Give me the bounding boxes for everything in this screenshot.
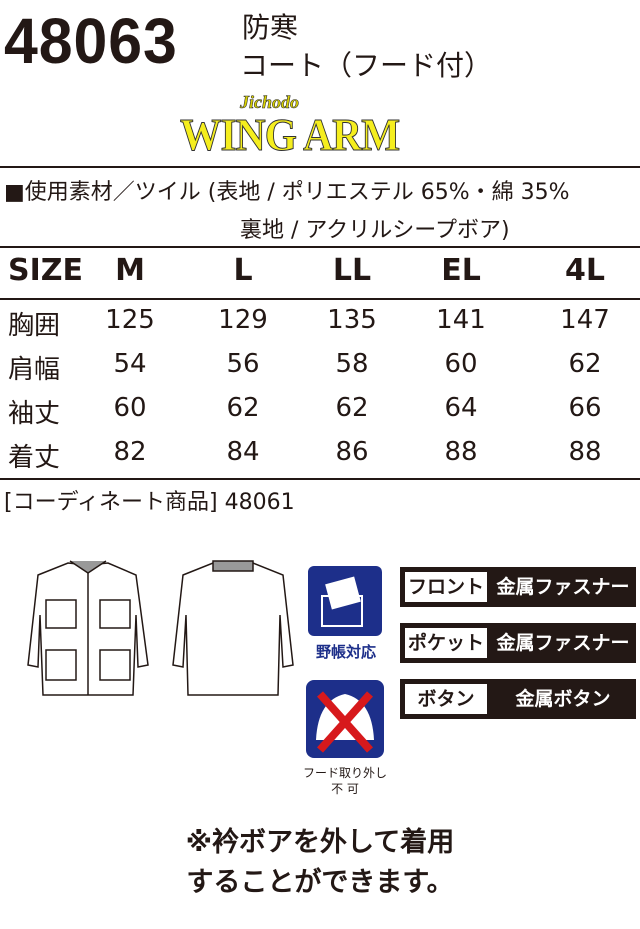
spec-key: ポケット bbox=[405, 628, 487, 658]
spec-key: ボタン bbox=[405, 684, 487, 714]
header-l: L bbox=[233, 253, 253, 288]
note-line-1: ※衿ボアを外して着用 bbox=[185, 827, 455, 858]
size-value: 125 bbox=[105, 305, 155, 335]
spec-badge: ボタン 金属ボタン bbox=[400, 679, 636, 719]
header-m: M bbox=[115, 253, 145, 288]
size-value: 88 bbox=[568, 437, 602, 467]
spec-value: 金属ファスナー bbox=[496, 632, 630, 654]
material-line-1: ■使用素材／ツイル (表地 / ポリエステル 65%・綿 35% bbox=[4, 180, 570, 205]
size-value: 64 bbox=[444, 393, 478, 423]
row-label: 胸囲 bbox=[8, 311, 61, 341]
notebook-pocket-icon bbox=[308, 566, 382, 636]
row-label: 袖丈 bbox=[8, 399, 61, 429]
divider bbox=[0, 298, 640, 300]
material-line-2: 裏地 / アクリルシープボア) bbox=[240, 218, 510, 243]
size-row: 袖丈 60 62 62 64 66 bbox=[0, 393, 640, 437]
row-label: 肩幅 bbox=[8, 355, 61, 385]
row-label: 着丈 bbox=[8, 443, 61, 473]
hood-label-2: 不 可 bbox=[331, 782, 359, 796]
coordinate-product: [コーディネート商品] 48061 bbox=[4, 490, 295, 515]
size-value: 84 bbox=[226, 437, 260, 467]
spec-value: 金属ファスナー bbox=[496, 576, 630, 598]
note-line-2: することができます。 bbox=[186, 867, 454, 898]
category-line-2: コート（フード付） bbox=[240, 49, 493, 82]
size-value: 135 bbox=[327, 305, 377, 335]
size-value: 129 bbox=[218, 305, 268, 335]
divider bbox=[0, 246, 640, 248]
size-row: 胸囲 125 129 135 141 147 bbox=[0, 305, 640, 349]
size-value: 60 bbox=[113, 393, 147, 423]
brand-logo: WING ARM bbox=[180, 109, 401, 161]
garment-illustration bbox=[27, 560, 294, 696]
size-value: 62 bbox=[335, 393, 369, 423]
size-value: 58 bbox=[335, 349, 369, 379]
header-el: EL bbox=[441, 253, 481, 288]
size-value: 60 bbox=[444, 349, 478, 379]
divider bbox=[0, 166, 640, 168]
size-value: 86 bbox=[335, 437, 369, 467]
divider bbox=[0, 478, 640, 480]
size-value: 66 bbox=[568, 393, 602, 423]
header-ll: LL bbox=[332, 253, 372, 288]
size-value: 62 bbox=[226, 393, 260, 423]
size-row: 着丈 82 84 86 88 88 bbox=[0, 437, 640, 481]
brand-sub-logo: Jichodo bbox=[240, 92, 300, 113]
spec-key: フロント bbox=[405, 572, 487, 602]
spec-badge: ポケット 金属ファスナー bbox=[400, 623, 636, 663]
size-value: 147 bbox=[560, 305, 610, 335]
notebook-label: 野帳対応 bbox=[315, 643, 376, 661]
product-code: 48063 bbox=[4, 5, 178, 77]
hood-label-1: フード取り外し bbox=[302, 766, 387, 780]
size-value: 56 bbox=[226, 349, 260, 379]
spec-value: 金属ボタン bbox=[515, 688, 611, 710]
size-value: 88 bbox=[444, 437, 478, 467]
size-table-header: SIZE M L LL EL 4L bbox=[0, 253, 640, 297]
hood-not-removable-icon bbox=[306, 680, 384, 758]
size-value: 54 bbox=[113, 349, 147, 379]
size-row: 肩幅 54 56 58 60 62 bbox=[0, 349, 640, 393]
size-value: 82 bbox=[113, 437, 147, 467]
size-value: 141 bbox=[436, 305, 486, 335]
header-size: SIZE bbox=[8, 253, 84, 288]
header-4l: 4L bbox=[565, 253, 605, 288]
category-line-1: 防寒 bbox=[242, 11, 299, 44]
spec-badge: フロント 金属ファスナー bbox=[400, 567, 636, 607]
size-value: 62 bbox=[568, 349, 602, 379]
